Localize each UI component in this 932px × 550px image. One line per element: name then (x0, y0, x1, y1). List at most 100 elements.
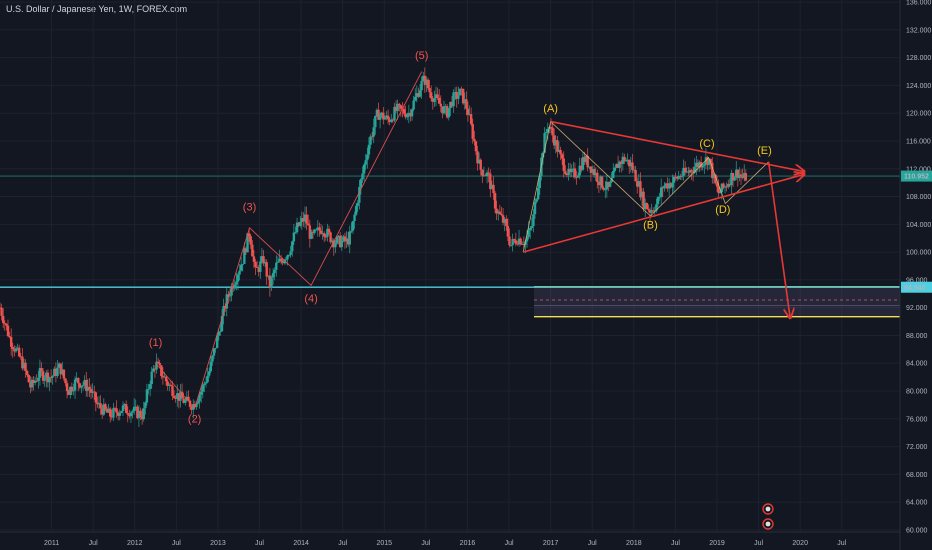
candle (316, 220, 320, 237)
candle (683, 160, 687, 176)
candle (182, 392, 185, 404)
candle (24, 359, 27, 378)
candle-body (489, 173, 492, 190)
candle (615, 163, 618, 169)
candle-body (8, 335, 11, 337)
x-tick-label: Jul (588, 540, 597, 547)
candle (552, 128, 556, 150)
candle-body (351, 221, 355, 231)
candle-body (685, 171, 688, 173)
candle (102, 398, 106, 416)
candle (96, 396, 99, 408)
candle-body (479, 159, 482, 170)
candle (476, 145, 479, 171)
y-tick-label: 100.000 (906, 250, 931, 257)
candle (70, 382, 74, 396)
candle (417, 87, 420, 98)
candle (14, 345, 18, 353)
candle (257, 264, 260, 277)
candle (366, 147, 369, 169)
candle (562, 151, 565, 178)
candle (155, 353, 158, 374)
candle (27, 374, 30, 383)
candle (104, 402, 107, 412)
candle (322, 231, 326, 243)
candle-body (476, 151, 479, 164)
candle (196, 398, 200, 405)
candle-body (600, 176, 604, 188)
wave-label: (C) (699, 138, 714, 150)
candle (343, 232, 347, 249)
candle-body (442, 106, 446, 114)
candle-body (62, 369, 66, 379)
candle-body (93, 391, 96, 393)
candle (393, 102, 396, 123)
candle-body (385, 115, 388, 119)
candle-body (581, 157, 585, 170)
candle (6, 319, 10, 338)
candle-body (286, 255, 289, 260)
candle-body (128, 414, 131, 417)
y-tick-label: 136.000 (906, 0, 931, 7)
candle-body (468, 114, 471, 115)
candle-body (362, 164, 366, 174)
candle-body (268, 275, 272, 288)
candle-body (9, 336, 13, 347)
candle-body (573, 168, 577, 178)
target-zone-fill (534, 286, 900, 317)
candle (345, 231, 348, 248)
candle (691, 166, 695, 182)
candle-body (597, 182, 601, 186)
candle-body (265, 262, 268, 277)
candle (430, 85, 433, 102)
candle (675, 176, 679, 182)
y-tick-label: 128.000 (906, 55, 931, 62)
candle-body (118, 412, 121, 416)
candle (388, 117, 391, 126)
x-tick-label: 2015 (376, 540, 392, 547)
candle (279, 254, 283, 265)
candle-body (126, 412, 129, 415)
candle-body (35, 380, 38, 382)
candle-body (722, 183, 725, 188)
candle (350, 222, 353, 234)
candle-body (455, 91, 458, 99)
candle (647, 204, 650, 213)
candle (335, 235, 339, 245)
candle (465, 91, 468, 116)
candle-body (709, 158, 712, 163)
candle (398, 102, 401, 112)
candle-body (11, 346, 14, 350)
candle-body (743, 173, 746, 178)
candle (48, 376, 51, 392)
candle (160, 364, 163, 380)
candle-body (583, 157, 586, 163)
candle (453, 87, 457, 101)
candle-body (89, 388, 93, 393)
candle (723, 185, 727, 194)
candle-body (17, 347, 21, 357)
time-axis: 2011 Jul 2012 Jul 2013 Jul 2014 Jul 2015 Jul 2016 J… (0, 531, 900, 547)
candle-body (196, 401, 200, 404)
candle (305, 206, 308, 231)
candle (576, 172, 580, 179)
candle-body (377, 109, 380, 120)
candle-body (239, 264, 243, 271)
candle-body (457, 95, 460, 99)
candle-body (168, 384, 171, 386)
candle (629, 156, 633, 173)
y-tick-label: 64.000 (906, 500, 928, 507)
candle-body (378, 115, 382, 120)
candle-body (297, 222, 300, 226)
candle-body (342, 236, 345, 241)
candle-body (97, 403, 101, 405)
candle-body (388, 119, 391, 122)
candle (51, 374, 54, 385)
candle-body (501, 215, 505, 223)
candle (487, 167, 490, 183)
candle (437, 89, 441, 104)
candle-body (220, 315, 224, 332)
candle (468, 105, 471, 116)
candle-body (305, 214, 308, 224)
